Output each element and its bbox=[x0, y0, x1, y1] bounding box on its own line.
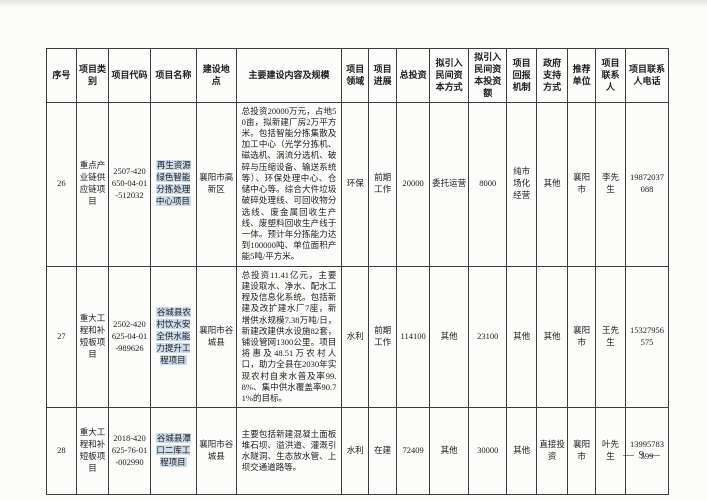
cell-progress: 在建 bbox=[368, 407, 398, 496]
header-contact: 项目联系人 bbox=[595, 48, 626, 103]
cell-gov-support: 其他 bbox=[536, 265, 569, 409]
cell-recommender: 襄阳市 bbox=[567, 265, 597, 409]
cell-field: 水利 bbox=[341, 265, 370, 409]
cell-seq: 26 bbox=[46, 101, 77, 267]
cell-content: 总投资20000万元，占地50亩，拟新建厂房2万平方米。包括智能分拣集散及加工中… bbox=[235, 101, 343, 267]
cell-phone: 19872037088 bbox=[624, 101, 670, 267]
cell-capital-amount: 8000 bbox=[468, 101, 508, 267]
cell-contact: 李先生 bbox=[595, 101, 626, 267]
cell-category: 重大工程和补短板项目 bbox=[75, 265, 110, 409]
cell-code: 2018-420625-76-01-002990 bbox=[108, 407, 151, 496]
header-phone: 项目联系人电话 bbox=[624, 48, 670, 103]
page-number: — 9 — bbox=[623, 449, 661, 461]
cell-capital-amount: 30000 bbox=[468, 407, 508, 496]
cell-gov-support: 直接投资 bbox=[536, 407, 569, 496]
cell-content: 总投资11.41亿元，主要建设取水、净水、配水工程及信息化系统。包括新建及改扩建… bbox=[235, 265, 343, 409]
header-location: 建设地点 bbox=[195, 48, 237, 103]
cell-location: 襄阳市谷城县 bbox=[195, 265, 237, 409]
project-table: 序号 项目类别 项目代码 项目名称 建设地点 主要建设内容及规模 项目领域 项目… bbox=[46, 48, 670, 496]
cell-total-investment: 114100 bbox=[396, 265, 431, 409]
cell-field: 环保 bbox=[341, 101, 370, 267]
cell-return-mechanism: 其他 bbox=[506, 407, 538, 496]
header-capital-method: 拟引入民间资本方式 bbox=[429, 48, 470, 103]
cell-location: 襄阳市高新区 bbox=[195, 101, 237, 267]
cell-capital-method: 委托运营 bbox=[429, 101, 470, 267]
cell-total-investment: 72409 bbox=[396, 407, 431, 496]
scan-top-edge bbox=[0, 0, 707, 7]
cell-progress: 前期工作 bbox=[368, 265, 398, 409]
cell-name: 谷城县农村饮水安全供水能力提升工程项目 bbox=[149, 265, 197, 409]
project-name-highlight: 谷城县农村饮水安全供水能力提升工程项目 bbox=[155, 307, 191, 365]
header-name: 项目名称 bbox=[149, 48, 197, 103]
cell-gov-support: 其他 bbox=[536, 101, 569, 267]
project-name-highlight: 再生资源绿色智能分拣处理中心项目 bbox=[155, 160, 191, 206]
cell-phone: 13995783599 bbox=[624, 407, 670, 496]
cell-category: 重点产业链供应链项目 bbox=[75, 101, 110, 267]
cell-code: 2507-420650-04-01-512032 bbox=[108, 101, 151, 267]
table-row: 26 重点产业链供应链项目 2507-420650-04-01-512032 再… bbox=[46, 101, 670, 267]
table-header: 序号 项目类别 项目代码 项目名称 建设地点 主要建设内容及规模 项目领域 项目… bbox=[46, 48, 670, 103]
table-row: 28 重大工程和补短板项目 2018-420625-76-01-002990 谷… bbox=[46, 407, 670, 496]
header-progress: 项目进展 bbox=[368, 48, 398, 103]
cell-capital-method: 其他 bbox=[429, 265, 470, 409]
project-name-highlight: 谷城县潭口二库工程项目 bbox=[155, 433, 191, 468]
cell-capital-amount: 23100 bbox=[468, 265, 508, 409]
cell-location: 襄阳市谷城县 bbox=[195, 407, 237, 496]
header-gov-support: 政府支持方式 bbox=[536, 48, 569, 103]
cell-seq: 27 bbox=[46, 265, 77, 409]
header-seq: 序号 bbox=[46, 48, 77, 103]
header-total-investment: 总投资 bbox=[396, 48, 431, 103]
cell-capital-method: 其他 bbox=[429, 407, 470, 496]
cell-phone: 15327956575 bbox=[624, 265, 670, 409]
cell-progress: 前期工作 bbox=[368, 101, 398, 267]
header-return-mechanism: 项目回报机制 bbox=[506, 48, 538, 103]
header-category: 项目类别 bbox=[75, 48, 110, 103]
cell-name: 谷城县潭口二库工程项目 bbox=[149, 407, 197, 496]
cell-content: 主要包括新建混凝土面板堆石坝、溢洪道、灌溉引水隧洞、生态放水管、上坝交通道路等。 bbox=[235, 407, 343, 496]
header-recommender: 推荐单位 bbox=[567, 48, 597, 103]
cell-seq: 28 bbox=[46, 407, 77, 496]
header-field: 项目领域 bbox=[341, 48, 370, 103]
header-row: 序号 项目类别 项目代码 项目名称 建设地点 主要建设内容及规模 项目领域 项目… bbox=[46, 48, 670, 103]
cell-total-investment: 20000 bbox=[396, 101, 431, 267]
cell-contact: 叶先生 bbox=[595, 407, 626, 496]
table-row: 27 重大工程和补短板项目 2502-420625-04-01-989626 谷… bbox=[46, 265, 670, 409]
header-capital-amount: 拟引入民间资本投资额 bbox=[468, 48, 508, 103]
cell-category: 重大工程和补短板项目 bbox=[75, 407, 110, 496]
cell-name: 再生资源绿色智能分拣处理中心项目 bbox=[149, 101, 197, 267]
header-content: 主要建设内容及规模 bbox=[235, 48, 343, 103]
header-code: 项目代码 bbox=[108, 48, 151, 103]
cell-return-mechanism: 其他 bbox=[506, 265, 538, 409]
cell-return-mechanism: 纯市场化经营 bbox=[506, 101, 538, 267]
cell-contact: 王先生 bbox=[595, 265, 626, 409]
cell-recommender: 襄阳市 bbox=[567, 101, 597, 267]
cell-field: 水利 bbox=[341, 407, 370, 496]
cell-recommender: 襄阳市 bbox=[567, 407, 597, 496]
cell-code: 2502-420625-04-01-989626 bbox=[108, 265, 151, 409]
table-body: 26 重点产业链供应链项目 2507-420650-04-01-512032 再… bbox=[46, 101, 670, 496]
